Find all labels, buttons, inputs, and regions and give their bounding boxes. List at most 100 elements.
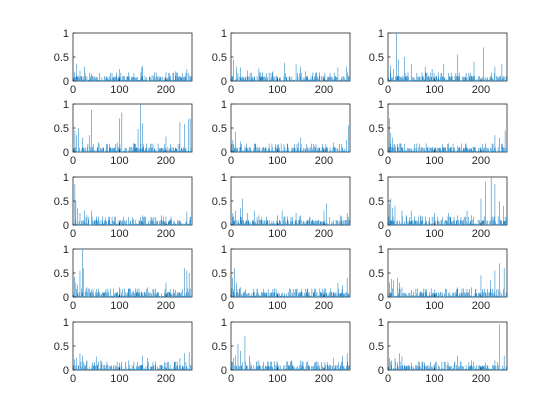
x-tick-label: 100 [425,300,443,312]
x-tick-label: 100 [110,228,128,240]
y-tick-label: 0.5 [369,52,384,64]
y-tick-label: 0 [221,220,227,232]
y-tick-label: 0 [378,292,384,304]
x-tick-label: 200 [157,300,175,312]
axes-frame [230,321,351,371]
y-tick-label: 0 [63,365,69,377]
subplot-r2-c2: 0 100 200 0 0.5 1 [212,99,351,167]
axes-frame [72,248,193,298]
x-tick-label: 200 [472,155,490,167]
x-tick-label: 100 [110,84,128,96]
y-tick-label: 0.5 [54,341,69,353]
x-tick-label: 100 [110,155,128,167]
y-tick-label: 1 [63,317,69,329]
axes-frame [387,321,508,371]
data-series [230,198,350,225]
data-series [387,33,507,81]
x-tick-label: 0 [228,300,234,312]
x-tick-label: 200 [315,228,333,240]
x-tick-label: 100 [110,300,128,312]
x-tick-label: 100 [268,84,286,96]
y-tick-label: 1 [378,28,384,40]
data-series [387,263,507,297]
x-tick-label: 200 [157,373,175,385]
y-tick-label: 0 [63,292,69,304]
y-tick-label: 0 [378,365,384,377]
subplot-r1-c2: 0 100 200 0 0.5 1 [212,28,351,96]
y-tick-label: 0.5 [369,196,384,208]
y-tick-label: 0.5 [212,196,227,208]
x-tick-label: 0 [70,84,76,96]
y-tick-label: 0 [378,147,384,159]
x-tick-label: 200 [315,373,333,385]
subplot-r2-c1: 0 100 200 0 0.5 1 [54,99,193,167]
y-tick-label: 0.5 [54,52,69,64]
y-tick-label: 0.5 [212,268,227,280]
y-tick-label: 1 [378,99,384,111]
axes-frame [230,32,351,82]
y-tick-label: 1 [63,172,69,184]
y-tick-label: 0 [378,76,384,88]
data-series [72,63,192,81]
y-tick-label: 0 [63,76,69,88]
y-tick-label: 0 [221,365,227,377]
subplot-r3-c3: 0 100 200 0 0.5 1 [369,172,508,240]
x-tick-label: 0 [70,228,76,240]
subplot-r2-c3: 0 100 200 0 0.5 1 [369,99,508,167]
y-tick-label: 0 [63,147,69,159]
data-series [230,59,350,81]
data-series [230,268,350,297]
y-tick-label: 1 [221,317,227,329]
subplot-r3-c2: 0 100 200 0 0.5 1 [212,172,351,240]
subplot-r5-c3: 0 100 200 0 0.5 1 [369,317,508,385]
x-tick-label: 100 [425,228,443,240]
y-tick-label: 1 [63,28,69,40]
x-tick-label: 0 [385,155,391,167]
axes-frame [387,248,508,298]
y-tick-label: 1 [221,28,227,40]
x-tick-label: 0 [228,373,234,385]
x-tick-label: 200 [157,84,175,96]
x-tick-label: 200 [472,373,490,385]
subplot-r4-c1: 0 100 200 0 0.5 1 [54,244,193,312]
data-series [72,184,192,225]
y-tick-label: 0 [221,292,227,304]
axes-frame [387,103,508,153]
x-tick-label: 0 [228,84,234,96]
subplot-r4-c3: 0 100 200 0 0.5 1 [369,244,508,312]
y-tick-label: 1 [221,172,227,184]
x-tick-label: 100 [110,373,128,385]
data-series [230,125,350,152]
x-tick-label: 100 [425,84,443,96]
y-tick-label: 1 [63,99,69,111]
data-series [230,336,350,370]
axes-frame [72,32,193,82]
x-tick-label: 0 [385,84,391,96]
x-tick-label: 100 [268,228,286,240]
x-tick-label: 100 [425,373,443,385]
x-tick-label: 200 [472,228,490,240]
y-tick-label: 0 [378,220,384,232]
y-tick-label: 0.5 [369,123,384,135]
y-tick-label: 0 [221,76,227,88]
y-tick-label: 0.5 [54,268,69,280]
data-series [387,118,507,152]
y-tick-label: 1 [221,99,227,111]
data-series [387,177,507,225]
y-tick-label: 0.5 [212,341,227,353]
x-tick-label: 100 [268,300,286,312]
x-tick-label: 0 [385,373,391,385]
subplot-r4-c2: 0 100 200 0 0.5 1 [212,244,351,312]
y-tick-label: 1 [378,317,384,329]
x-tick-label: 0 [70,300,76,312]
y-tick-label: 0.5 [54,123,69,135]
axes-frame [72,321,193,371]
y-tick-label: 0 [221,147,227,159]
y-tick-label: 1 [63,244,69,256]
x-tick-label: 200 [315,300,333,312]
x-tick-label: 100 [268,155,286,167]
x-tick-label: 0 [385,300,391,312]
data-series [72,104,192,152]
x-tick-label: 200 [157,155,175,167]
